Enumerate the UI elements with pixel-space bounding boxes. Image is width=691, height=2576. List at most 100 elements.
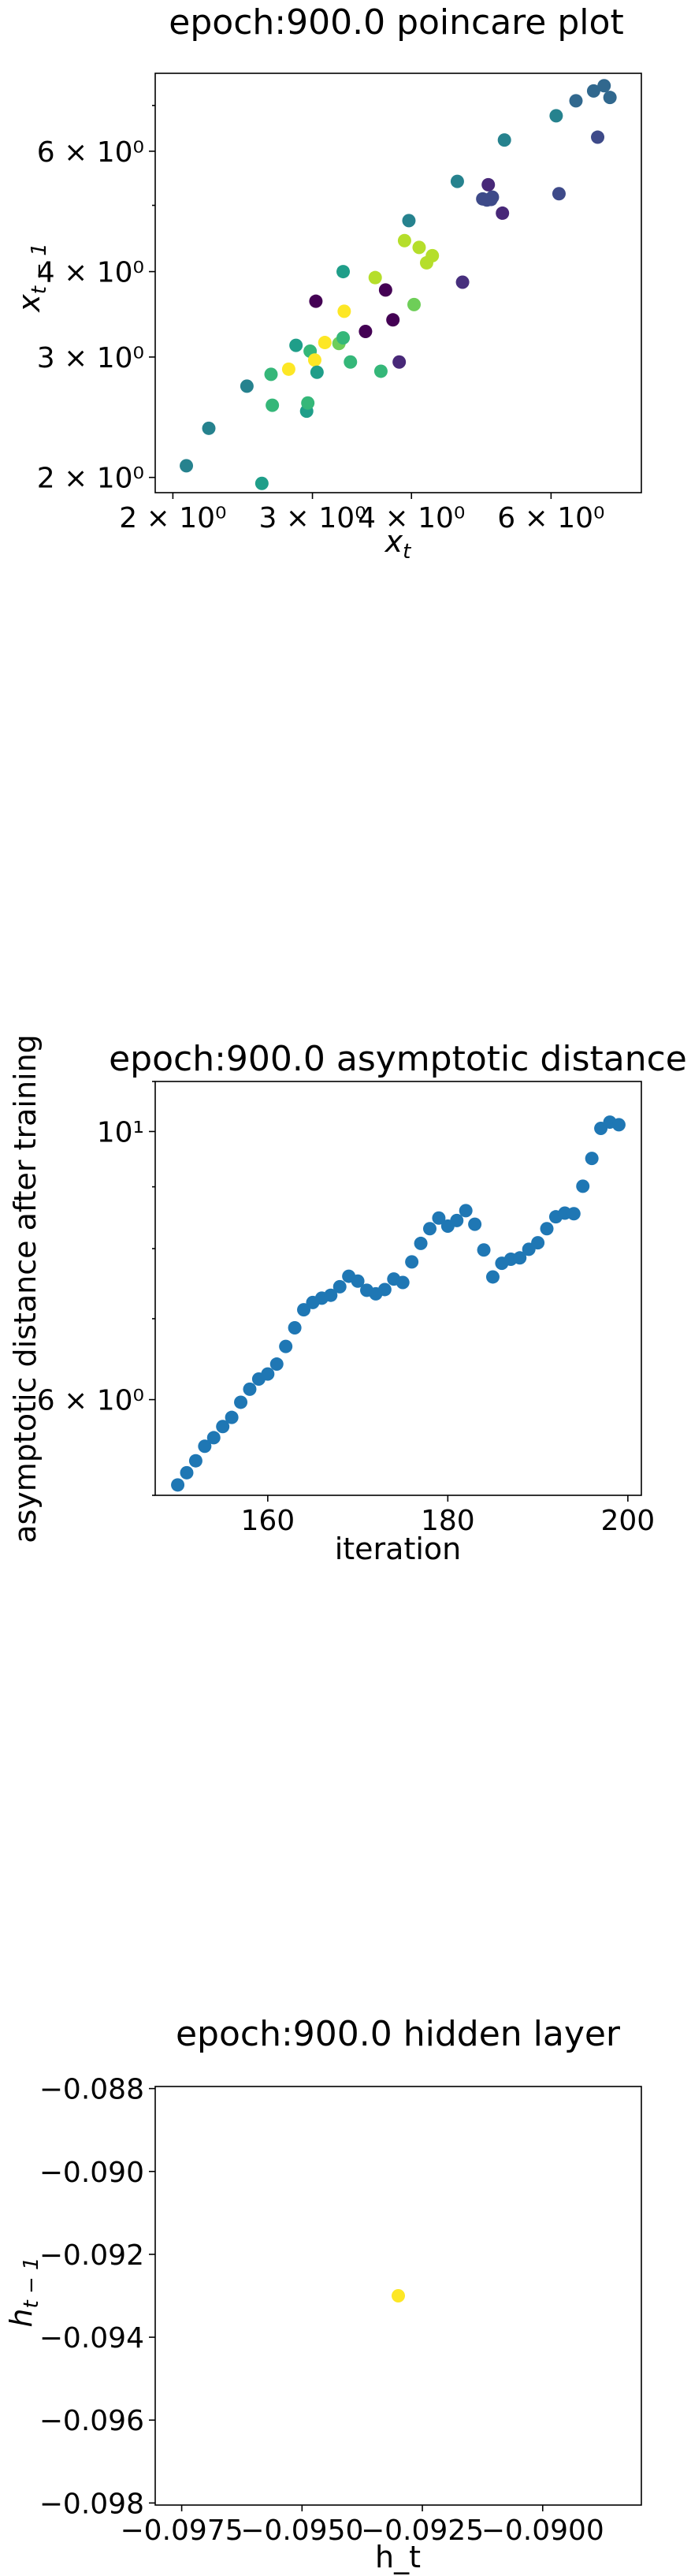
data-point: [531, 1236, 545, 1250]
x-tick-label: 6 × 10⁰: [497, 502, 604, 534]
plot-frame: [154, 2086, 642, 2506]
data-point: [396, 1275, 410, 1290]
data-point: [310, 365, 324, 379]
data-point: [552, 187, 566, 201]
data-point: [386, 313, 400, 327]
data-point: [425, 248, 440, 262]
data-point: [373, 364, 388, 378]
data-points: [180, 79, 617, 490]
data-points: [392, 2289, 405, 2302]
data-point: [569, 94, 583, 108]
data-point: [585, 1152, 599, 1166]
chart-title: epoch:900.0 asymptotic distance: [109, 1039, 687, 1079]
data-point: [422, 1222, 437, 1236]
data-point: [392, 355, 407, 369]
data-point: [332, 1279, 347, 1294]
data-point: [450, 174, 464, 188]
data-point: [269, 1357, 284, 1372]
data-point: [368, 270, 382, 285]
data-point: [336, 265, 351, 279]
data-point: [603, 91, 617, 105]
x-tick-label: 4 × 10⁰: [358, 502, 465, 534]
x-tick-label: −0.0975: [121, 2515, 243, 2547]
data-point: [402, 214, 416, 228]
plot-frame: [154, 1081, 642, 1496]
y-tick-label: −0.092: [39, 2239, 144, 2272]
y-ticks: 6 × 10⁰ 10¹: [37, 1116, 155, 1417]
data-point: [450, 1213, 464, 1227]
data-point: [485, 1270, 500, 1284]
data-points: [171, 1115, 626, 1492]
x-axis-label: iteration: [335, 1532, 462, 1566]
data-point: [485, 190, 500, 204]
y-tick-label: 3 × 10⁰: [37, 342, 144, 374]
data-point: [297, 1303, 311, 1317]
data-point: [264, 367, 278, 382]
data-point: [407, 297, 421, 311]
x-tick-label: 180: [421, 1505, 475, 1537]
y-tick-label: 2 × 10⁰: [37, 463, 144, 495]
data-point: [496, 206, 510, 220]
data-point: [198, 1439, 212, 1454]
data-point: [240, 379, 254, 393]
poincare-plot: epoch:900.0 poincare plot 2 × 10⁰ 3 × 10⁰…: [12, 2, 642, 564]
y-tick-label: 4 × 10⁰: [37, 257, 144, 289]
data-point: [254, 476, 269, 490]
data-point: [468, 1217, 482, 1231]
data-point: [397, 233, 411, 248]
data-point: [497, 133, 511, 147]
data-point: [307, 353, 321, 367]
data-point: [455, 275, 470, 289]
data-point: [318, 336, 332, 350]
data-point: [377, 1282, 392, 1297]
y-tick-label: −0.098: [39, 2488, 144, 2520]
x-tick-label: 160: [240, 1505, 295, 1537]
y-axis-label: ht − 1: [4, 2257, 43, 2327]
data-point: [481, 177, 496, 192]
data-point: [309, 294, 323, 308]
data-point: [279, 1339, 293, 1353]
data-point: [597, 79, 611, 93]
x-ticks: 160 180 200: [240, 1495, 655, 1537]
data-point: [324, 1288, 338, 1302]
asymptotic-distance-plot: epoch:900.0 asymptotic distance 160 180 20…: [8, 1034, 687, 1566]
data-point: [351, 1274, 365, 1288]
y-tick-label: 6 × 10⁰: [37, 136, 144, 169]
data-point: [477, 1243, 491, 1257]
y-axis-label: xt − 1: [12, 243, 51, 313]
data-point: [261, 1367, 275, 1381]
data-point: [392, 2289, 405, 2302]
y-minor-ticks: [152, 1081, 155, 1496]
y-ticks: −0.098 −0.096 −0.094 −0.092 −0.090 −0.088: [39, 2074, 155, 2520]
x-tick-label: 2 × 10⁰: [119, 502, 226, 534]
hidden-layer-plot: epoch:900.0 hidden layer −0.0975−0.0950−…: [4, 2014, 642, 2574]
data-point: [225, 1410, 239, 1424]
x-tick-label: −0.0925: [361, 2515, 484, 2547]
data-point: [549, 109, 563, 123]
x-tick-label: −0.0950: [240, 2515, 363, 2547]
y-tick-label: −0.094: [39, 2322, 144, 2355]
data-point: [266, 398, 280, 412]
chart-title: epoch:900.0 hidden layer: [176, 2014, 621, 2054]
data-point: [540, 1222, 554, 1236]
chart-title: epoch:900.0 poincare plot: [169, 2, 623, 43]
data-point: [180, 1465, 194, 1480]
x-tick-label: 200: [601, 1505, 656, 1537]
data-point: [576, 1179, 590, 1193]
y-tick-label: −0.088: [39, 2074, 144, 2106]
data-point: [414, 1236, 428, 1250]
data-point: [234, 1395, 248, 1409]
y-tick-label: 6 × 10⁰: [37, 1385, 144, 1417]
data-point: [459, 1204, 473, 1218]
y-axis-label: asymptotic distance after training: [8, 1034, 43, 1543]
data-point: [289, 338, 303, 352]
data-point: [202, 421, 216, 435]
x-tick-label: 3 × 10⁰: [258, 502, 366, 534]
data-point: [513, 1251, 527, 1265]
data-point: [216, 1420, 230, 1434]
data-point: [412, 240, 426, 255]
data-point: [586, 84, 600, 98]
data-point: [288, 1320, 302, 1335]
